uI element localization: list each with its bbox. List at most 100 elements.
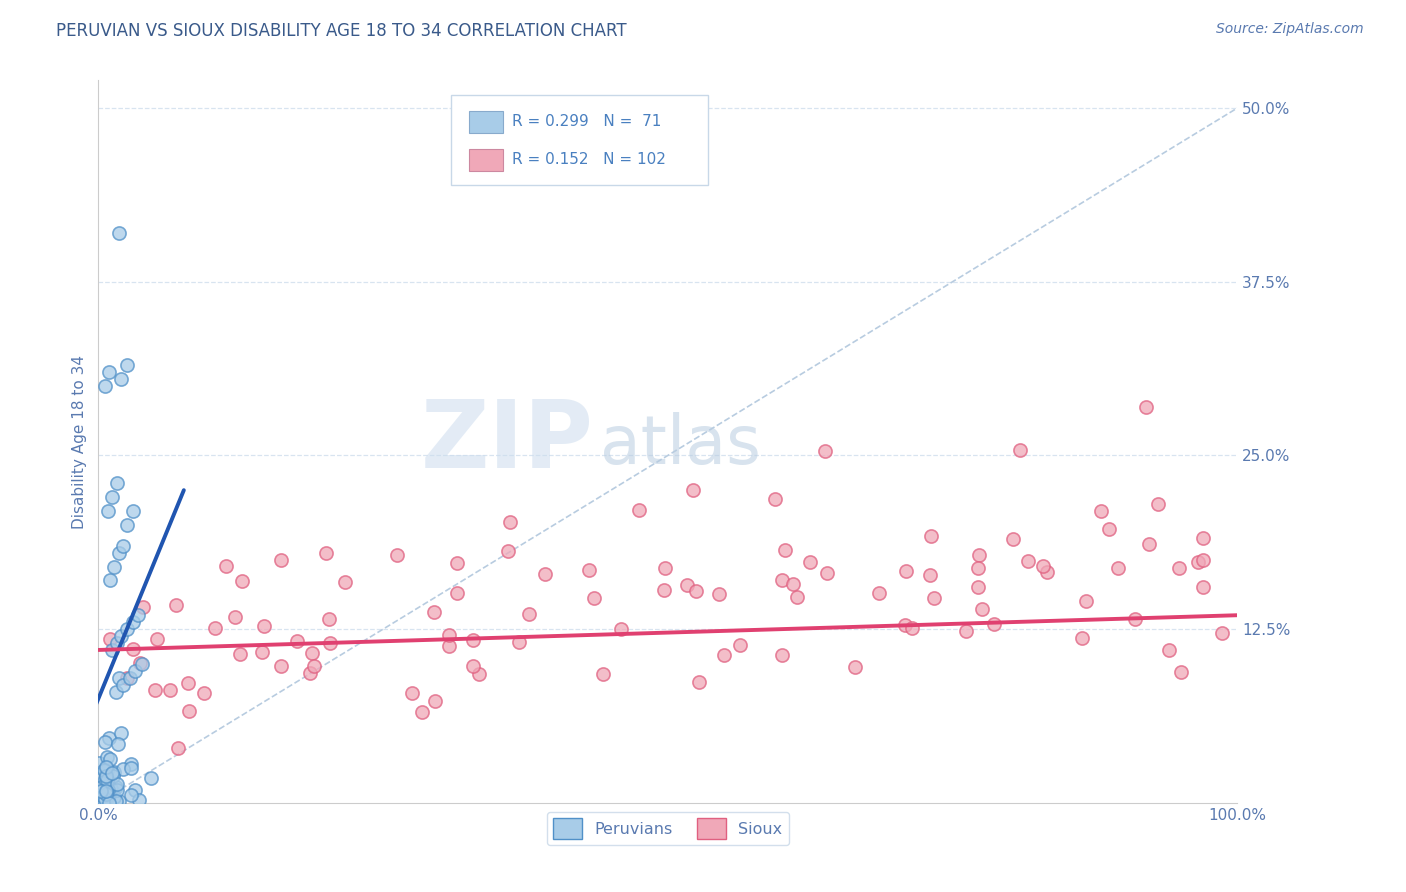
- Point: [319, 636, 342, 650]
- Point: [121, 615, 143, 630]
- Point: [97, 784, 120, 798]
- Point: [108, 546, 131, 560]
- Point: [1146, 497, 1168, 511]
- Point: [101, 766, 124, 780]
- Point: [387, 548, 409, 562]
- Point: [204, 621, 226, 635]
- Point: [110, 726, 132, 740]
- Point: [815, 566, 838, 581]
- Point: [966, 580, 988, 594]
- Point: [97, 783, 120, 797]
- Point: [165, 598, 187, 612]
- Point: [98, 752, 121, 766]
- Point: [1192, 531, 1215, 545]
- Point: [177, 704, 200, 718]
- Point: [96, 773, 118, 788]
- Point: [127, 608, 149, 623]
- Point: [224, 610, 246, 624]
- Y-axis label: Disability Age 18 to 34: Disability Age 18 to 34: [72, 354, 87, 529]
- Point: [231, 574, 253, 588]
- Point: [120, 761, 142, 775]
- Point: [89, 795, 111, 809]
- Point: [411, 705, 433, 719]
- Point: [90, 784, 112, 798]
- Point: [103, 559, 125, 574]
- Point: [193, 686, 215, 700]
- Point: [94, 769, 117, 783]
- Point: [1123, 611, 1146, 625]
- Point: [115, 358, 138, 372]
- Bar: [468, 149, 503, 170]
- Point: [1074, 594, 1097, 608]
- Point: [582, 591, 605, 605]
- Point: [1192, 581, 1215, 595]
- Point: [799, 555, 821, 569]
- Point: [401, 686, 423, 700]
- Point: [93, 792, 115, 806]
- Point: [104, 780, 127, 795]
- Point: [844, 659, 866, 673]
- Point: [1090, 504, 1112, 518]
- Point: [97, 777, 120, 791]
- Point: [1170, 665, 1192, 679]
- Point: [105, 777, 128, 791]
- Point: [517, 607, 540, 621]
- Point: [896, 564, 918, 578]
- Point: [439, 628, 461, 642]
- Point: [446, 586, 468, 600]
- Point: [1107, 561, 1129, 575]
- Text: atlas: atlas: [599, 412, 761, 478]
- Point: [770, 648, 793, 662]
- Point: [91, 788, 114, 802]
- Point: [508, 634, 530, 648]
- Point: [139, 771, 162, 785]
- Point: [592, 667, 614, 681]
- Point: [1002, 532, 1025, 546]
- Point: [96, 782, 118, 797]
- Point: [533, 567, 555, 582]
- Point: [654, 561, 676, 575]
- Point: [333, 575, 356, 590]
- Point: [96, 770, 118, 784]
- Point: [159, 682, 181, 697]
- Point: [101, 769, 124, 783]
- Point: [983, 617, 1005, 632]
- Point: [1071, 631, 1094, 645]
- Point: [1191, 553, 1213, 567]
- Point: [423, 605, 446, 619]
- Point: [1036, 566, 1059, 580]
- Point: [652, 582, 675, 597]
- Point: [685, 583, 707, 598]
- Point: [96, 504, 118, 518]
- Point: [728, 638, 751, 652]
- Point: [96, 750, 118, 764]
- FancyBboxPatch shape: [451, 95, 707, 185]
- Point: [920, 567, 942, 582]
- Point: [128, 793, 150, 807]
- Point: [437, 639, 460, 653]
- Point: [90, 793, 112, 807]
- Point: [96, 763, 118, 777]
- Point: [108, 794, 131, 808]
- Point: [112, 539, 135, 553]
- Point: [108, 671, 131, 685]
- Bar: [468, 112, 503, 133]
- Point: [101, 490, 124, 504]
- Point: [628, 502, 651, 516]
- Point: [104, 794, 127, 808]
- Point: [578, 563, 600, 577]
- Point: [94, 379, 117, 393]
- Point: [97, 365, 120, 379]
- Point: [177, 676, 200, 690]
- Point: [901, 621, 924, 635]
- Point: [1098, 522, 1121, 536]
- Point: [104, 684, 127, 698]
- Point: [94, 787, 117, 801]
- Point: [1211, 626, 1233, 640]
- Point: [89, 792, 111, 806]
- Point: [101, 643, 124, 657]
- Point: [688, 675, 710, 690]
- Point: [98, 731, 121, 745]
- Point: [270, 658, 292, 673]
- Point: [100, 781, 122, 796]
